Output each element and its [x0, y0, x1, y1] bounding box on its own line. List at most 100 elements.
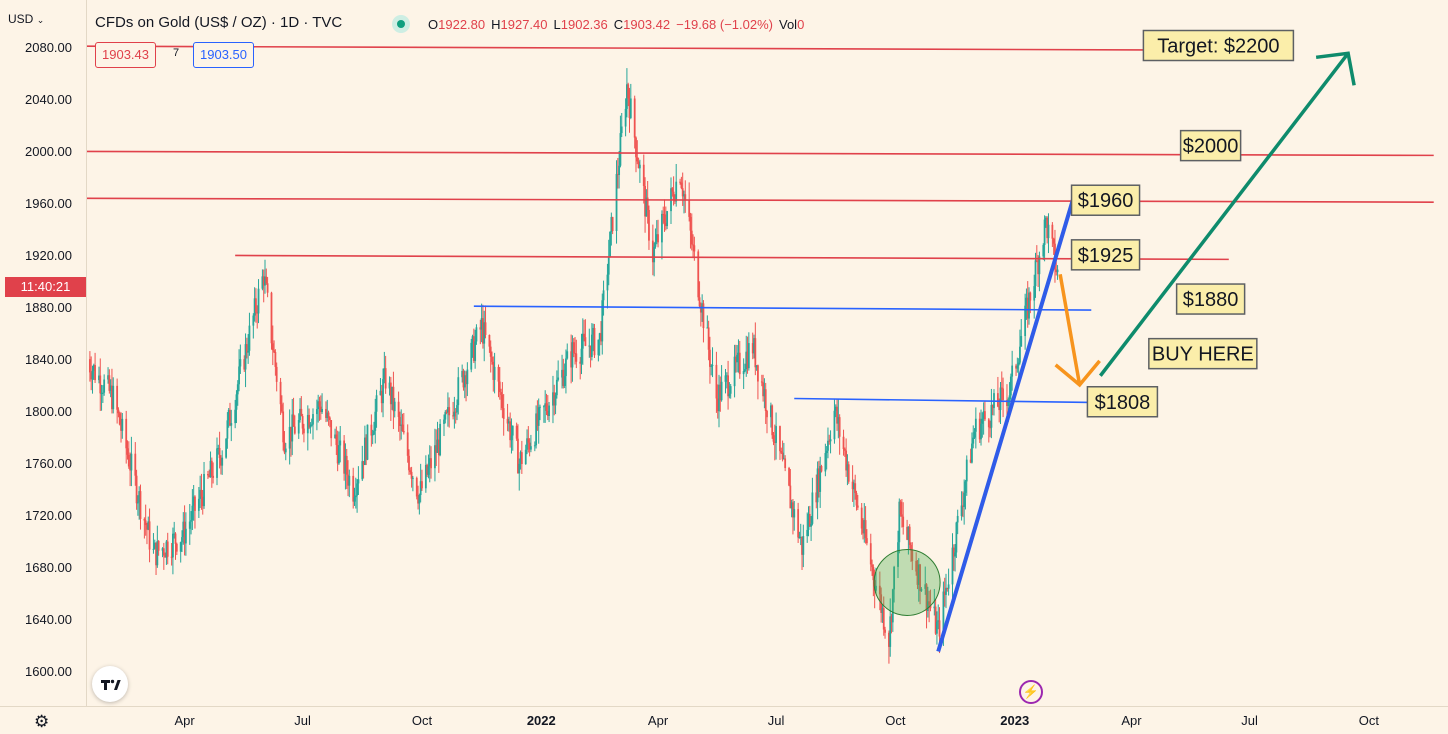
candle-body [981, 418, 984, 424]
candle-body [574, 353, 576, 355]
candle-body [753, 338, 755, 354]
candle-body [463, 375, 466, 388]
gear-icon[interactable]: ⚙ [34, 712, 50, 731]
candle-body [618, 165, 621, 176]
candle-body [1037, 260, 1040, 275]
candle-body [679, 181, 681, 183]
candle-body [619, 133, 622, 166]
candle-body [733, 356, 736, 387]
candle-body [401, 424, 404, 432]
candle-body [247, 350, 250, 353]
candle-body [615, 173, 618, 231]
time-tick-label: Apr [1121, 713, 1142, 728]
candle-body [343, 440, 346, 474]
price-axis[interactable] [0, 0, 87, 706]
candle-body [588, 345, 591, 347]
candle-body [908, 526, 911, 545]
price-tick-label: 1920.00 [25, 248, 72, 263]
candle-body [217, 448, 220, 450]
candle-body [571, 342, 574, 368]
candle-body [248, 325, 251, 351]
candle-body [780, 451, 783, 453]
target-arrow-head [1315, 51, 1356, 86]
tradingview-logo[interactable] [92, 666, 128, 702]
candle-body [936, 621, 938, 634]
candle-body [920, 588, 923, 591]
candle-body [152, 548, 155, 550]
candle-body [200, 489, 203, 497]
candle-body [500, 392, 502, 395]
target-label-box [1142, 29, 1295, 62]
candle-body [963, 492, 966, 507]
candle-body [846, 464, 849, 471]
candle-body [902, 516, 905, 527]
sell-price-button[interactable]: 1903.43 [95, 42, 156, 68]
candle-body [764, 389, 767, 411]
candle-body [352, 475, 355, 502]
time-axis[interactable] [0, 706, 1448, 734]
candle-body [1044, 217, 1047, 220]
lightning-icon[interactable]: ⚡ [1019, 680, 1043, 704]
candle-body [284, 448, 287, 453]
candle-body [483, 322, 486, 344]
candle-body [271, 343, 274, 351]
candle-body [325, 408, 327, 418]
candle-body [174, 533, 177, 544]
candle-body [811, 492, 814, 524]
candle-body [1043, 219, 1046, 245]
candle-body [303, 428, 305, 434]
candle-body [819, 466, 822, 492]
candle-body [209, 460, 212, 478]
candle-body [672, 191, 675, 201]
candle-body [194, 496, 196, 511]
candle-body [261, 276, 264, 289]
candle-body [519, 452, 522, 464]
price-tick-label: 2040.00 [25, 92, 72, 107]
candle-body [697, 251, 700, 298]
candle-body [589, 345, 592, 357]
candle-body [566, 351, 569, 359]
candle-body [751, 343, 754, 354]
candle-body [147, 521, 150, 530]
candle-body [326, 412, 329, 418]
candle-body [991, 404, 994, 409]
candle-body [680, 182, 683, 189]
candle-body [315, 409, 318, 415]
low-value: 1902.36 [560, 17, 608, 32]
candle-body [208, 475, 211, 478]
level-label-1808-box [1086, 386, 1159, 418]
candle-body [319, 406, 322, 412]
time-tick-label: Oct [1359, 713, 1380, 728]
high-label: H [491, 17, 501, 32]
currency-selector[interactable]: USD ⌄ [8, 12, 44, 26]
candle-body [684, 194, 687, 201]
candle-body [436, 439, 439, 453]
candle-body [199, 489, 202, 499]
open-label: O [428, 17, 439, 32]
candle-body [201, 496, 204, 507]
candle-body [393, 401, 396, 412]
candle-body [807, 513, 810, 530]
candle-body [166, 541, 169, 557]
candle-body [181, 537, 183, 543]
candle-body [1007, 399, 1010, 406]
candle-body [182, 521, 185, 538]
candle-body [474, 341, 477, 361]
buy-price-button[interactable]: 1903.50 [193, 42, 254, 68]
candle-body [715, 364, 718, 399]
candle-body [674, 200, 676, 202]
candle-body [916, 571, 919, 585]
candle-body [210, 460, 213, 476]
candle-body [190, 520, 192, 522]
candle-body [542, 406, 545, 408]
candle-body [699, 306, 702, 313]
candle-body [1006, 399, 1008, 406]
candle-body [356, 483, 359, 496]
candle-body [1033, 286, 1036, 301]
candle-body [129, 466, 132, 471]
candle-body [960, 505, 963, 516]
symbol-title[interactable]: CFDs on Gold (US$ / OZ) · 1D · TVC [95, 14, 343, 31]
candle-body [98, 375, 100, 381]
candle-body [484, 322, 487, 335]
